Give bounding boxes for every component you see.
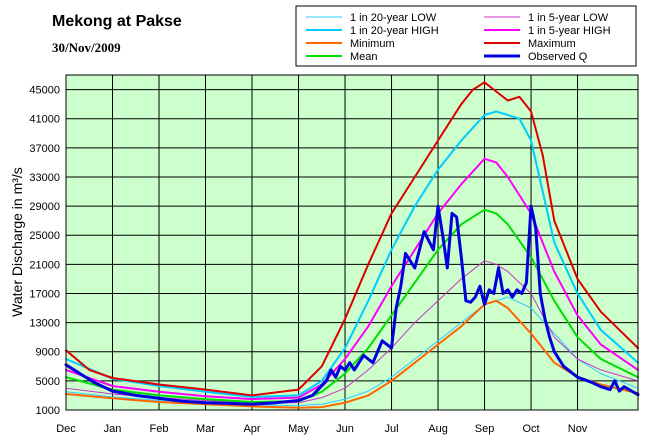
legend-label: Observed Q [528,51,588,63]
y-tick-label: 37000 [29,143,60,155]
y-tick-label: 17000 [29,288,60,300]
y-tick-label: 9000 [36,347,60,359]
legend-label: 1 in 20-year LOW [350,12,437,24]
legend-label: 1 in 5-year LOW [528,12,609,24]
y-axis-label: Water Discharge in m³/s [9,167,25,317]
legend-label: 1 in 20-year HIGH [350,25,439,37]
chart-subtitle: 30/Nov/2009 [52,40,121,55]
y-tick-labels: 1000 5000 9000 13000 17000 21000 25000 29000 330… [29,85,60,417]
x-tick-label: Nov [568,423,588,435]
y-tick-label: 25000 [29,230,60,242]
series-layer [64,81,640,409]
chart-title: Mekong at Pakse [52,13,182,30]
series-line-maximum [65,81,639,397]
x-tick-label: Jun [336,423,354,435]
legend-label: 1 in 5-year HIGH [528,25,611,37]
y-tick-label: 41000 [29,114,60,126]
y-tick-label: 29000 [29,201,60,213]
series-line-minimum [65,299,639,409]
series-line-1-in-20-year-high [65,110,639,398]
y-tick-label: 45000 [29,85,60,97]
y-tick-label: 33000 [29,172,60,184]
x-tick-label: Jan [104,423,122,435]
x-tick-label: Apr [243,423,260,435]
y-tick-label: 5000 [36,376,60,388]
series-line-mean [65,208,639,403]
legend-entries: 1 in 20-year LOW 1 in 5-year LOW 1 in 20-y… [306,12,611,63]
legend-label: Minimum [350,38,395,50]
x-tick-label: May [288,423,309,435]
y-tick-label: 21000 [29,259,60,271]
legend: 1 in 20-year LOW 1 in 5-year LOW 1 in 20-y… [295,5,637,67]
x-tick-label: Jul [384,423,398,435]
x-tick-labels: Dec Jan Feb Mar Apr May Jun Jul Aug Sep Oct Nov [56,423,588,435]
legend-label: Maximum [528,38,576,50]
legend-label: Mean [350,51,378,63]
y-tick-label: 13000 [29,318,60,330]
x-tick-label: Oct [522,423,539,435]
series-line-1-in-5-year-high [65,157,639,401]
y-tick-label: 1000 [36,405,60,417]
x-tick-label: Mar [196,423,215,435]
series-line-observed-q [64,204,640,406]
x-tick-label: Aug [428,423,448,435]
x-tick-label: Dec [56,423,76,435]
x-tick-label: Sep [475,423,495,435]
plot-frame [65,74,639,411]
legend-box [295,5,637,67]
x-tick-label: Feb [150,423,169,435]
